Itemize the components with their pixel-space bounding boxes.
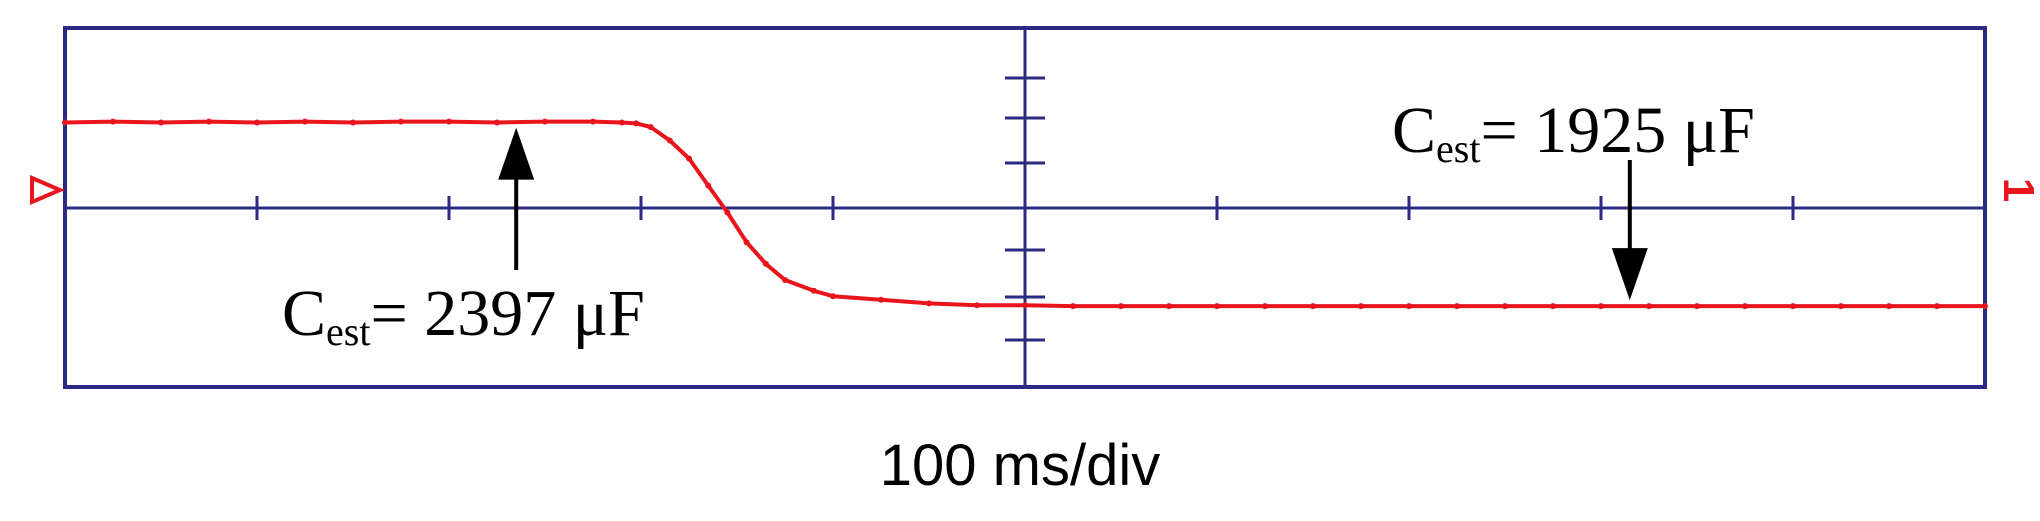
trace-point [1886, 303, 1892, 310]
trace-point [1934, 303, 1940, 310]
trace-point [1454, 303, 1460, 310]
trace-point [1166, 303, 1172, 310]
trace-point [810, 287, 817, 294]
trace-point [1310, 303, 1316, 310]
trace-point [1646, 303, 1652, 310]
signal-trace [64, 119, 1985, 309]
trace-point [633, 120, 640, 127]
trace-point [398, 118, 404, 125]
trace-point [206, 118, 212, 125]
trace-point [542, 118, 548, 125]
trace-point [686, 155, 692, 162]
trace-point [1358, 303, 1364, 310]
trace-point [350, 119, 356, 126]
trace-point [302, 118, 308, 125]
annotation-label-right: Cest= 1925 μF [1392, 94, 1755, 171]
trace-point [1550, 303, 1556, 310]
x-axis-label: 100 ms/div [880, 433, 1160, 498]
scope-frame [30, 26, 1987, 389]
trace-point [926, 300, 932, 307]
trace-point [1694, 303, 1700, 310]
trace-point [1790, 303, 1796, 310]
trace-point [618, 119, 625, 126]
channel-1-marker: 1 [1994, 178, 2040, 202]
trace-point [666, 137, 673, 144]
trace-point [446, 118, 452, 125]
trace-point [110, 118, 116, 125]
annotation-layer: Cest= 2397 μF Cest= 1925 μF [282, 94, 1755, 354]
trace-point [1982, 303, 1988, 310]
trace-point [494, 119, 500, 126]
trace-point [647, 124, 654, 130]
trace-point [1598, 303, 1604, 310]
annotation-label-left: Cest= 2397 μF [282, 277, 645, 354]
arrowhead-left [498, 127, 535, 180]
trigger-level-marker [30, 174, 66, 206]
trace-point [705, 182, 712, 189]
trace-point [743, 239, 750, 246]
trace-point [1262, 303, 1268, 310]
trace-point [782, 277, 788, 283]
trace-point [830, 293, 836, 300]
trace-point [724, 209, 731, 216]
trace-layer [62, 118, 1988, 310]
trace-point [1406, 303, 1412, 310]
trace-point [1502, 303, 1508, 310]
trace-point [1070, 303, 1076, 310]
arrowhead-right [1611, 248, 1648, 301]
trace-point [590, 118, 596, 125]
trace-point [62, 119, 68, 126]
trace-point [1742, 303, 1748, 310]
trace-point [1838, 303, 1844, 310]
trace-point [254, 119, 260, 126]
trace-point [878, 296, 884, 303]
trace-point [158, 119, 164, 126]
trace-point [1022, 302, 1028, 309]
trace-point [1118, 303, 1124, 310]
trace-point [1214, 303, 1220, 310]
trace-point [762, 260, 769, 267]
trace-point [974, 302, 980, 309]
